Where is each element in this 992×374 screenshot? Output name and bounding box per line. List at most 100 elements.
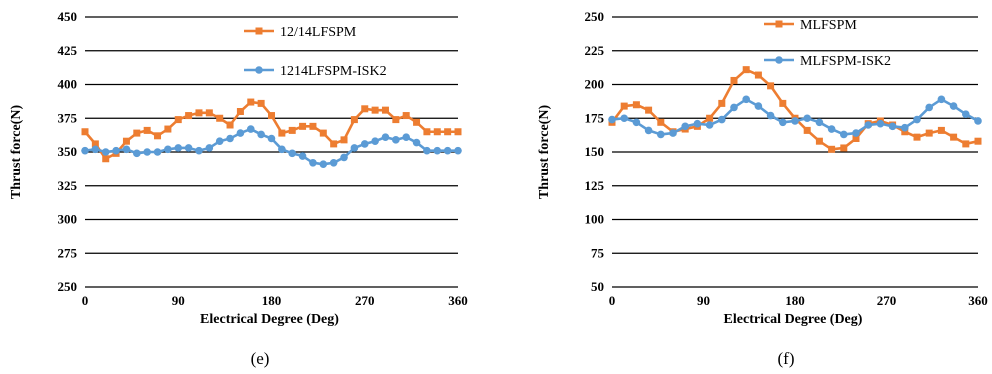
data-point xyxy=(340,136,348,144)
data-point xyxy=(392,136,400,144)
data-point xyxy=(361,105,369,113)
data-point xyxy=(236,108,244,115)
data-point xyxy=(164,145,172,154)
data-point xyxy=(632,101,640,109)
data-point xyxy=(215,137,224,145)
data-point xyxy=(705,121,714,129)
series-line xyxy=(84,127,458,166)
data-point xyxy=(381,133,390,141)
data-point xyxy=(154,132,162,140)
series-1: MLFSPM xyxy=(608,18,982,153)
data-point xyxy=(742,66,750,74)
y-tick-label: 75 xyxy=(591,245,605,260)
data-point xyxy=(299,122,307,130)
series-line xyxy=(610,68,979,151)
data-point xyxy=(319,160,328,168)
series-2: 1214LFSPM-ISK2 xyxy=(81,64,462,168)
data-point xyxy=(101,148,110,156)
x-axis-title: Electrical Degree (Deg) xyxy=(724,312,863,327)
data-point xyxy=(937,95,946,104)
data-point xyxy=(937,126,945,134)
data-point xyxy=(236,129,245,137)
data-point xyxy=(402,133,410,141)
data-point xyxy=(329,159,338,167)
data-point xyxy=(925,103,933,112)
x-tick-label: 0 xyxy=(82,293,89,308)
data-point xyxy=(779,99,787,107)
x-tick-label: 90 xyxy=(172,293,185,308)
data-point xyxy=(205,109,213,117)
data-point xyxy=(309,159,317,167)
series-line xyxy=(84,100,458,161)
data-point xyxy=(122,137,130,145)
data-point xyxy=(742,95,750,104)
data-point xyxy=(402,112,410,120)
data-point xyxy=(392,116,400,124)
data-point xyxy=(718,115,726,124)
data-point xyxy=(257,99,265,107)
data-point xyxy=(81,128,89,136)
data-point xyxy=(828,145,836,153)
data-point xyxy=(91,140,99,148)
data-point xyxy=(767,82,775,90)
data-point xyxy=(888,122,897,131)
legend-label: 12/14LFSPM xyxy=(280,25,357,40)
data-point xyxy=(268,112,275,120)
legend-marker xyxy=(775,56,783,64)
data-point xyxy=(706,114,714,122)
data-point xyxy=(164,125,172,133)
data-point xyxy=(443,146,452,155)
legend-marker xyxy=(255,66,263,74)
y-tick-label: 250 xyxy=(58,279,78,294)
y-tick-label: 425 xyxy=(58,43,78,58)
data-point xyxy=(195,109,203,117)
data-point xyxy=(644,126,653,135)
data-point xyxy=(298,152,307,160)
data-point xyxy=(754,102,763,110)
data-point xyxy=(330,140,338,148)
panel-label: (f) xyxy=(778,349,795,368)
x-tick-label: 270 xyxy=(355,293,375,308)
data-point xyxy=(730,103,738,112)
data-point xyxy=(278,129,286,137)
data-point xyxy=(779,118,787,127)
data-point xyxy=(962,140,970,148)
data-point xyxy=(827,125,836,133)
data-point xyxy=(718,99,726,107)
x-tick-label: 0 xyxy=(609,293,616,308)
data-point xyxy=(257,130,265,139)
y-tick-label: 300 xyxy=(58,212,78,227)
data-point xyxy=(681,122,689,131)
y-tick-label: 450 xyxy=(58,9,78,24)
y-tick-label: 150 xyxy=(585,144,605,159)
x-tick-label: 360 xyxy=(448,293,468,308)
data-point xyxy=(913,133,921,141)
data-point xyxy=(247,98,255,106)
data-point xyxy=(350,116,358,124)
data-point xyxy=(143,148,151,156)
y-tick-label: 175 xyxy=(585,110,605,125)
x-tick-label: 180 xyxy=(785,293,805,308)
y-tick-label: 225 xyxy=(585,43,605,58)
y-axis-title: Thrust force(N) xyxy=(9,105,24,200)
data-point xyxy=(133,129,141,137)
data-point xyxy=(840,144,848,152)
data-point xyxy=(81,146,89,155)
x-tick-label: 90 xyxy=(697,293,710,308)
data-point xyxy=(864,121,872,129)
data-point xyxy=(730,76,738,84)
legend-label: 1214LFSPM-ISK2 xyxy=(280,64,387,79)
data-point xyxy=(309,122,317,130)
data-point xyxy=(340,153,348,162)
data-point xyxy=(608,115,616,124)
data-point xyxy=(950,133,958,141)
data-point xyxy=(669,129,677,137)
legend-marker xyxy=(775,20,783,28)
data-point xyxy=(288,149,297,158)
data-point xyxy=(412,138,421,147)
y-tick-label: 250 xyxy=(585,9,605,24)
y-axis-title: Thrust force(N) xyxy=(537,105,552,200)
panel-label: (e) xyxy=(251,349,270,368)
data-point xyxy=(901,128,909,136)
